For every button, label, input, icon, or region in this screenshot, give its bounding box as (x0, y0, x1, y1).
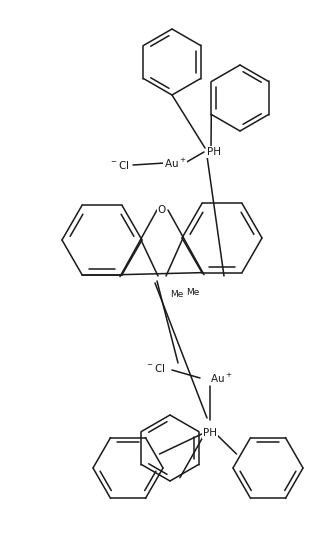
Text: Me: Me (186, 288, 199, 297)
Text: Au$^+$: Au$^+$ (164, 156, 186, 169)
Text: PH: PH (207, 147, 221, 157)
Text: PH: PH (203, 428, 217, 438)
Text: $^-$Cl: $^-$Cl (145, 362, 166, 374)
Text: Me: Me (170, 290, 183, 299)
Text: O: O (158, 205, 166, 215)
Text: Au$^+$: Au$^+$ (210, 371, 232, 384)
Text: $^-$Cl: $^-$Cl (109, 159, 130, 171)
